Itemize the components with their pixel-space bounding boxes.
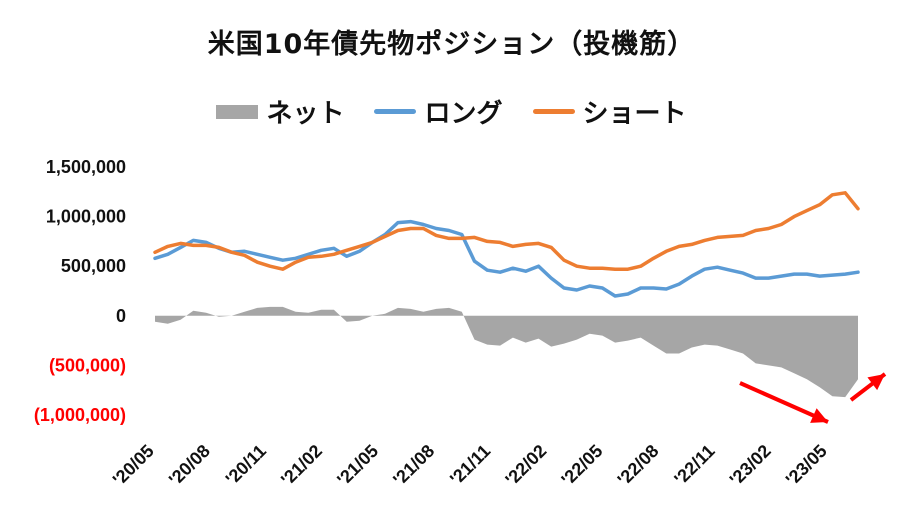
- rise-arrow: [849, 372, 887, 402]
- legend-label-net: ネット: [266, 99, 345, 129]
- long-line: [153, 219, 860, 298]
- y-tick-label: 1,500,000: [46, 157, 126, 177]
- legend-swatch-long: [374, 109, 417, 114]
- x-tick-label: '21/05: [333, 441, 382, 490]
- decline-arrow-shaft: [739, 381, 829, 424]
- x-tick-label: '20/08: [165, 441, 214, 490]
- rise-arrow-head: [867, 374, 885, 391]
- legend-label-short: ショート: [582, 99, 687, 129]
- x-tick-label: '20/05: [109, 441, 158, 490]
- x-tick-label: '20/11: [222, 441, 270, 489]
- x-tick-label: '23/02: [726, 441, 775, 490]
- x-tick-label: '21/08: [389, 441, 438, 490]
- y-tick-label: (1,000,000): [34, 405, 126, 425]
- decline-arrow-head: [810, 408, 828, 423]
- x-tick-label: '22/05: [557, 441, 606, 490]
- x-tick-label: '21/11: [446, 441, 494, 489]
- y-tick-label: 0: [116, 306, 126, 326]
- legend-item-net: ネット: [216, 93, 344, 130]
- x-tick-label: '22/08: [614, 441, 663, 490]
- x-tick-label: '22/11: [670, 441, 718, 489]
- legend-item-short: ショート: [532, 93, 687, 130]
- x-tick-label: '21/02: [277, 441, 326, 490]
- legend-item-long: ロング: [374, 93, 503, 130]
- legend: ネット ロング ショート: [0, 93, 903, 130]
- legend-swatch-short: [532, 109, 575, 114]
- y-tick-label: 500,000: [61, 256, 126, 276]
- chart-title: 米国10年債先物ポジション（投機筋）: [207, 29, 696, 60]
- legend-swatch-net: [216, 104, 259, 119]
- y-tick-label: 1,000,000: [46, 207, 126, 227]
- x-tick-label: '23/05: [782, 441, 831, 490]
- legend-label-long: ロング: [424, 99, 503, 129]
- y-tick-label: (500,000): [49, 355, 126, 375]
- decline-arrow: [739, 381, 829, 424]
- net-area: [155, 306, 858, 398]
- x-tick-label: '22/02: [501, 441, 550, 490]
- short-line: [153, 191, 860, 271]
